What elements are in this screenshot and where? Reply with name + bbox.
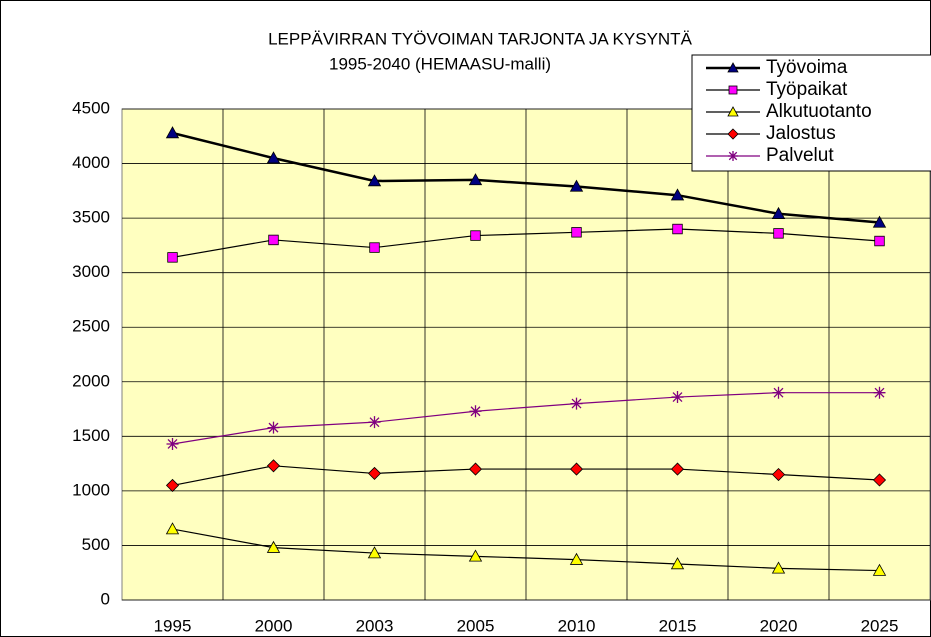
- marker: [727, 106, 739, 117]
- series-line: [172, 131, 880, 224]
- x-tick-label: 2003: [356, 616, 394, 635]
- marker: [569, 179, 584, 192]
- marker: [367, 546, 382, 559]
- y-tick-label: 2000: [72, 371, 110, 390]
- marker: [468, 173, 483, 186]
- y-tick-label: 4000: [72, 153, 110, 172]
- marker: [165, 126, 180, 139]
- marker: [773, 228, 784, 239]
- marker: [872, 215, 887, 228]
- marker: [266, 540, 281, 553]
- marker: [872, 473, 887, 487]
- marker: [873, 386, 886, 399]
- marker: [728, 85, 738, 95]
- marker: [369, 242, 380, 253]
- marker: [771, 206, 786, 219]
- marker: [872, 563, 887, 576]
- marker: [165, 522, 180, 535]
- y-tick-label: 3000: [72, 262, 110, 281]
- y-tick-label: 1500: [72, 426, 110, 445]
- y-tick-label: 500: [82, 535, 110, 554]
- legend-label: Jalostus: [766, 123, 836, 144]
- legend-label: Työpaikat: [766, 79, 848, 100]
- y-tick-label: 3500: [72, 208, 110, 227]
- x-tick-label: 1995: [154, 616, 192, 635]
- x-tick-label: 2015: [659, 616, 697, 635]
- y-tick-label: 0: [101, 589, 110, 608]
- marker: [670, 462, 685, 476]
- marker: [367, 174, 382, 187]
- marker: [166, 437, 179, 450]
- marker: [367, 466, 382, 480]
- marker: [569, 552, 584, 565]
- legend-label: Työvoima: [766, 57, 848, 78]
- chart-title: LEPPÄVIRRAN TYÖVOIMAN TARJONTA JA KYSYNT…: [268, 29, 693, 48]
- marker: [368, 416, 381, 429]
- x-tick-label: 2000: [255, 616, 293, 635]
- marker: [772, 386, 785, 399]
- marker: [728, 151, 738, 161]
- marker: [266, 459, 281, 473]
- marker: [670, 188, 685, 201]
- x-tick-label: 2005: [457, 616, 495, 635]
- marker: [727, 128, 739, 140]
- marker: [266, 151, 281, 164]
- marker: [727, 62, 739, 73]
- marker: [469, 405, 482, 418]
- y-tick-label: 1000: [72, 480, 110, 499]
- marker: [167, 252, 178, 263]
- x-tick-label: 2010: [558, 616, 596, 635]
- marker: [470, 230, 481, 241]
- series-line: [172, 228, 880, 258]
- marker: [569, 462, 584, 476]
- marker: [468, 462, 483, 476]
- y-tick-label: 4500: [72, 98, 110, 117]
- marker: [468, 549, 483, 562]
- marker: [571, 227, 582, 238]
- marker: [268, 234, 279, 246]
- marker: [771, 561, 786, 574]
- x-tick-label: 2020: [760, 616, 798, 635]
- marker: [672, 223, 683, 235]
- marker: [670, 557, 685, 570]
- legend-label: Alkutuotanto: [766, 101, 872, 122]
- series-line: [172, 392, 880, 445]
- marker: [771, 467, 786, 482]
- series-line: [172, 465, 880, 487]
- marker: [570, 397, 583, 410]
- series-line: [172, 528, 880, 572]
- y-tick-label: 2500: [72, 317, 110, 336]
- marker: [874, 235, 885, 247]
- chart-subtitle: 1995-2040 (HEMAASU-malli): [329, 54, 551, 73]
- legend-label: Palvelut: [766, 145, 834, 166]
- x-tick-label: 2025: [861, 616, 899, 635]
- marker: [165, 478, 180, 492]
- marker: [267, 421, 280, 434]
- marker: [671, 391, 684, 404]
